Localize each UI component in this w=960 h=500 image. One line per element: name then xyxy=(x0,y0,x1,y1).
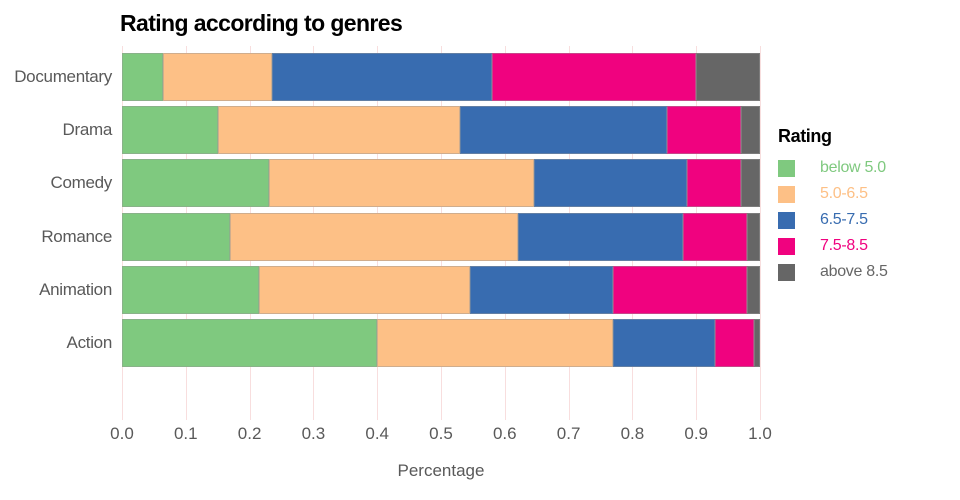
legend-swatch-icon xyxy=(778,185,795,203)
x-tick-label: 0.0 xyxy=(110,424,134,443)
bar-segment-6.5-7.5 xyxy=(613,319,716,368)
legend-label: 5.0-6.5 xyxy=(820,185,868,202)
chart-title: Rating according to genres xyxy=(120,10,403,36)
bar-segment-above-8.5 xyxy=(747,212,760,261)
legend-swatch-icon xyxy=(778,159,795,177)
bar-row-romance xyxy=(122,212,760,261)
legend-item-6.5-7.5: 6.5-7.5 xyxy=(778,207,888,233)
x-tick-label: 0.2 xyxy=(237,424,262,443)
bar-segment-7.5-8.5 xyxy=(686,159,741,208)
legend-label: below 5.0 xyxy=(820,159,886,176)
x-tick-label: 0.7 xyxy=(556,424,581,443)
legend-label: 7.5-8.5 xyxy=(820,237,868,254)
x-axis-title: Percentage xyxy=(397,461,485,480)
y-axis-label-animation: Animation xyxy=(39,279,112,299)
legend-title: Rating xyxy=(778,126,832,146)
bar-segment-5.0-6.5 xyxy=(259,265,470,314)
legend-swatch-icon xyxy=(778,263,795,281)
legend-item-5.0-6.5: 5.0-6.5 xyxy=(778,181,888,207)
legend-item-above-8.5: above 8.5 xyxy=(778,259,888,285)
y-axis-label-comedy: Comedy xyxy=(50,173,112,193)
bar-segment-7.5-8.5 xyxy=(492,52,697,101)
bar-segment-above-8.5 xyxy=(747,265,760,314)
y-axis-label-documentary: Documentary xyxy=(14,66,112,86)
y-axis-label-drama: Drama xyxy=(62,120,112,139)
legend-label: above 8.5 xyxy=(820,263,888,280)
bar-segment-7.5-8.5 xyxy=(683,212,748,261)
x-tick-label: 0.8 xyxy=(620,424,645,443)
legend-label: 6.5-7.5 xyxy=(820,211,868,228)
bar-row-comedy xyxy=(122,159,760,208)
legend-swatch-icon xyxy=(778,211,795,229)
bar-segment-6.5-7.5 xyxy=(517,212,684,261)
bar-row-animation xyxy=(122,265,760,314)
bar-segment-6.5-7.5 xyxy=(460,106,668,154)
bar-segment-7.5-8.5 xyxy=(613,265,748,314)
bar-segment-above-8.5 xyxy=(696,52,760,101)
bar-row-drama xyxy=(122,106,760,154)
bar-segment-above-8.5 xyxy=(740,159,760,208)
bar-segment-6.5-7.5 xyxy=(469,265,614,314)
bar-segment-5.0-6.5 xyxy=(268,159,534,208)
x-tick-label: 1.0 xyxy=(748,424,772,443)
bar-segment-above-8.5 xyxy=(740,106,760,154)
bar-segment-5.0-6.5 xyxy=(377,319,614,368)
x-tick-label: 0.9 xyxy=(684,424,708,443)
bar-row-action xyxy=(122,319,760,368)
bar-segment-5.0-6.5 xyxy=(217,106,461,154)
legend-items: below 5.0 5.0-6.5 6.5-7.5 7.5-8.5 above 8.5 xyxy=(778,155,888,285)
y-axis-label-romance: Romance xyxy=(41,226,112,246)
bar-segment-6.5-7.5 xyxy=(533,159,687,208)
x-tick-label: 0.5 xyxy=(429,424,453,443)
bar-segment-below-5.0 xyxy=(122,106,218,154)
bar-segment-below-5.0 xyxy=(122,265,260,314)
bar-segment-7.5-8.5 xyxy=(667,106,741,154)
plot-area xyxy=(122,46,761,420)
legend-swatch-icon xyxy=(778,237,795,255)
gridline xyxy=(760,46,761,420)
legend-item-below-5.0: below 5.0 xyxy=(778,155,888,181)
legend-item-7.5-8.5: 7.5-8.5 xyxy=(778,233,888,259)
bar-segment-below-5.0 xyxy=(122,159,269,208)
x-tick-label: 0.6 xyxy=(492,424,517,443)
x-tick-label: 0.1 xyxy=(173,424,198,443)
bar-segment-above-8.5 xyxy=(753,319,760,368)
x-tick-label: 0.4 xyxy=(365,424,389,443)
bar-segment-7.5-8.5 xyxy=(715,319,754,368)
x-tick-label: 0.3 xyxy=(301,424,326,443)
bar-row-documentary xyxy=(122,52,760,101)
legend: Rating below 5.0 5.0-6.5 6.5-7.5 7.5-8.5 abo… xyxy=(778,126,888,285)
bar-segment-below-5.0 xyxy=(122,212,231,261)
bar-segment-below-5.0 xyxy=(122,52,164,101)
bar-segment-6.5-7.5 xyxy=(271,52,493,101)
bar-segment-below-5.0 xyxy=(122,319,378,368)
bar-segment-5.0-6.5 xyxy=(230,212,518,261)
bar-segment-5.0-6.5 xyxy=(163,52,272,101)
y-axis-label-action: Action xyxy=(66,333,113,353)
